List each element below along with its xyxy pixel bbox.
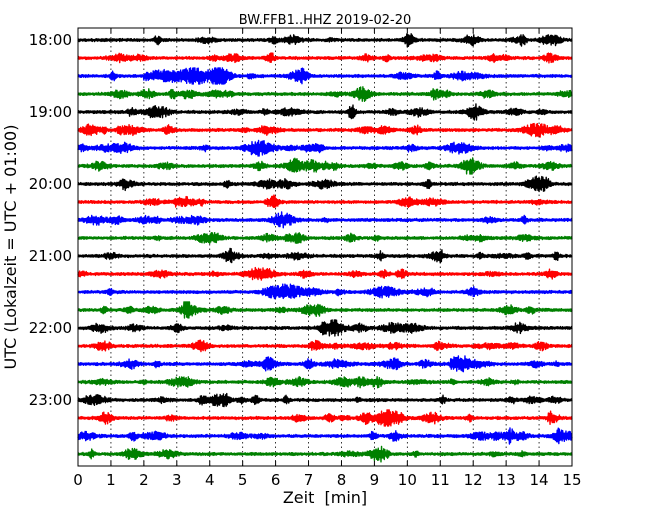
seismic-trace — [77, 122, 573, 138]
x-tick-label: 1 — [106, 471, 116, 489]
x-tick-label: 3 — [172, 471, 182, 489]
seismic-trace — [77, 33, 573, 48]
x-axis-title: Zeit [min] — [283, 488, 367, 507]
x-tick-label: 5 — [238, 471, 248, 489]
x-tick-label: 14 — [530, 471, 549, 489]
seismic-trace — [77, 67, 573, 85]
x-tick-label: 0 — [73, 471, 83, 489]
seismic-trace — [77, 409, 573, 427]
y-tick-label: 23:00 — [29, 391, 72, 409]
seismic-trace — [77, 355, 573, 373]
y-tick-label: 18:00 — [29, 31, 72, 49]
x-grid — [110, 28, 540, 466]
seismic-trace — [77, 392, 573, 408]
x-tick-label: 15 — [562, 471, 581, 489]
seismic-trace — [77, 139, 573, 157]
x-tick-label: 4 — [205, 471, 215, 489]
seismic-trace — [77, 266, 573, 281]
seismic-trace — [77, 86, 573, 103]
x-tick-label: 7 — [304, 471, 314, 489]
x-axis: 0 1 2 3 4 5 6 7 8 9 10 11 12 13 14 15 — [73, 28, 582, 489]
seismic-trace — [77, 375, 573, 389]
y-axis-title: UTC (Lokalzeit = UTC + 01:00) — [1, 125, 20, 370]
seismic-trace — [77, 339, 573, 353]
seismic-trace — [77, 231, 573, 244]
seismic-trace — [77, 175, 573, 193]
y-tick-label: 19:00 — [29, 103, 72, 121]
x-tick-label: 10 — [398, 471, 417, 489]
seismic-trace — [77, 301, 573, 319]
seismic-trace — [77, 445, 573, 463]
seismic-trace — [77, 103, 573, 121]
plot-title: BW.FFB1..HHZ 2019-02-20 — [239, 13, 412, 28]
y-tick-label: 22:00 — [29, 319, 72, 337]
y-tick-label: 21:00 — [29, 247, 72, 265]
plot-frame — [77, 27, 573, 467]
trace-group — [77, 33, 573, 463]
seismic-trace — [77, 211, 573, 229]
x-tick-label: 11 — [431, 471, 450, 489]
seismic-trace — [77, 319, 573, 337]
x-tick-label: 6 — [271, 471, 281, 489]
x-tick-label: 2 — [139, 471, 149, 489]
seismic-trace — [77, 52, 573, 64]
seismic-trace — [77, 194, 573, 208]
x-tick-label: 9 — [370, 471, 380, 489]
seismic-trace — [77, 427, 573, 445]
x-tick-label: 13 — [497, 471, 516, 489]
seismic-trace — [77, 157, 573, 175]
seismic-trace — [77, 247, 573, 264]
seismic-trace — [77, 283, 573, 300]
y-axis: 18:00 19:00 20:00 21:00 22:00 23:00 — [29, 31, 572, 409]
y-tick-label: 20:00 — [29, 175, 72, 193]
x-tick-label: 8 — [337, 471, 347, 489]
x-tick-label: 12 — [464, 471, 483, 489]
